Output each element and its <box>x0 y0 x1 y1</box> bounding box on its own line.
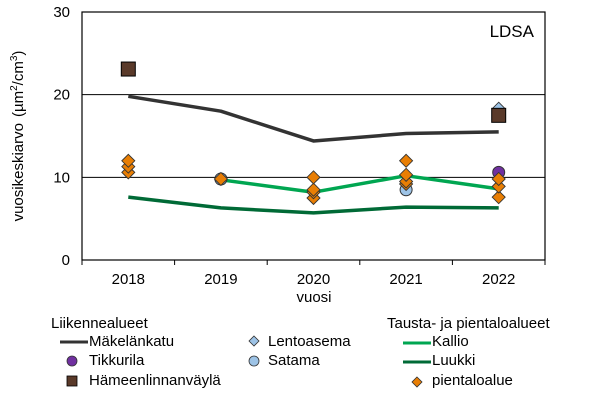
marker-pientaloalue <box>398 167 414 182</box>
legend-satama-circle-icon <box>248 355 260 367</box>
legend-pientaloalue-diamond-icon <box>411 376 423 388</box>
series-line-luukki <box>128 195 499 215</box>
marker-pientaloalue <box>213 171 229 187</box>
plot-frame <box>81 11 546 261</box>
y-tick-label: 10 <box>53 169 70 186</box>
y-axis-label-main: vuosikeskiarvo <box>10 123 27 221</box>
legend-lentoasema-label: Lentoasema <box>268 333 351 350</box>
x-axis-label: vuosi <box>296 289 331 306</box>
y-axis-label: vuosikeskiarvo (µm2/cm3) <box>9 51 27 222</box>
legend-satama-label: Satama <box>268 352 320 369</box>
legend <box>60 335 431 388</box>
x-tick-label: 2018 <box>112 271 145 288</box>
y-axis-label-sup2: 3 <box>9 55 20 61</box>
y-tick-label: 20 <box>53 87 70 104</box>
legend-hameenlinnanvayla-label: Hämeenlinnanväylä <box>89 372 221 389</box>
y-axis-label-unit-end: ) <box>10 51 27 56</box>
series-line-kallio <box>220 173 499 194</box>
series-line-makelankatu <box>128 94 499 143</box>
series-markers <box>120 61 507 206</box>
marker-pientaloalue <box>491 171 506 187</box>
legend-kallio-label: Kallio <box>432 333 469 350</box>
y-axis-label-sup: 2 <box>9 85 20 91</box>
legend-tikkurila-label: Tikkurila <box>89 352 145 369</box>
marker-pientaloalue <box>306 170 321 185</box>
legend-hameenlinnanvayla-square-icon <box>66 375 78 387</box>
legend-makelankatu-label: Mäkelänkatu <box>89 333 175 350</box>
marker-pientaloalue <box>121 153 136 168</box>
series-lines <box>128 94 499 215</box>
x-tick-label: 2021 <box>389 271 422 288</box>
y-tick-label: 30 <box>53 4 70 21</box>
legend-luukki-label: Luukki <box>432 352 476 369</box>
y-axis-label-unit-mid: /cm <box>10 61 27 85</box>
marker-pientaloalue <box>491 190 506 205</box>
marker-pientaloalue <box>306 182 321 197</box>
legend-lentoasema-diamond-icon <box>248 335 260 347</box>
chart-title: LDSA <box>490 22 535 41</box>
marker-hameenlinnanvayla <box>120 61 136 77</box>
legend-group-liikennealueet-title: Liikennealueet <box>51 315 148 332</box>
marker-pientaloalue <box>398 153 414 168</box>
gridlines <box>82 94 545 178</box>
marker-pientaloalue <box>491 179 506 194</box>
y-tick-label: 0 <box>62 252 70 269</box>
y-axis-label-unit: (µm <box>10 91 27 117</box>
x-axis-ticks <box>81 260 546 265</box>
y-axis-tick-labels: 0 10 20 30 <box>53 4 70 269</box>
legend-group-tausta-title: Tausta- ja pientaloalueet <box>387 315 550 332</box>
marker-hameenlinnanvayla <box>491 107 507 123</box>
x-axis-tick-labels: 2018 2019 2020 2021 2022 <box>112 271 516 288</box>
x-tick-label: 2020 <box>297 271 330 288</box>
legend-pientaloalue-label: pientaloalue <box>432 372 513 389</box>
legend-tikkurila-circle-icon <box>66 355 78 367</box>
x-tick-label: 2019 <box>204 271 237 288</box>
x-tick-label: 2022 <box>482 271 515 288</box>
